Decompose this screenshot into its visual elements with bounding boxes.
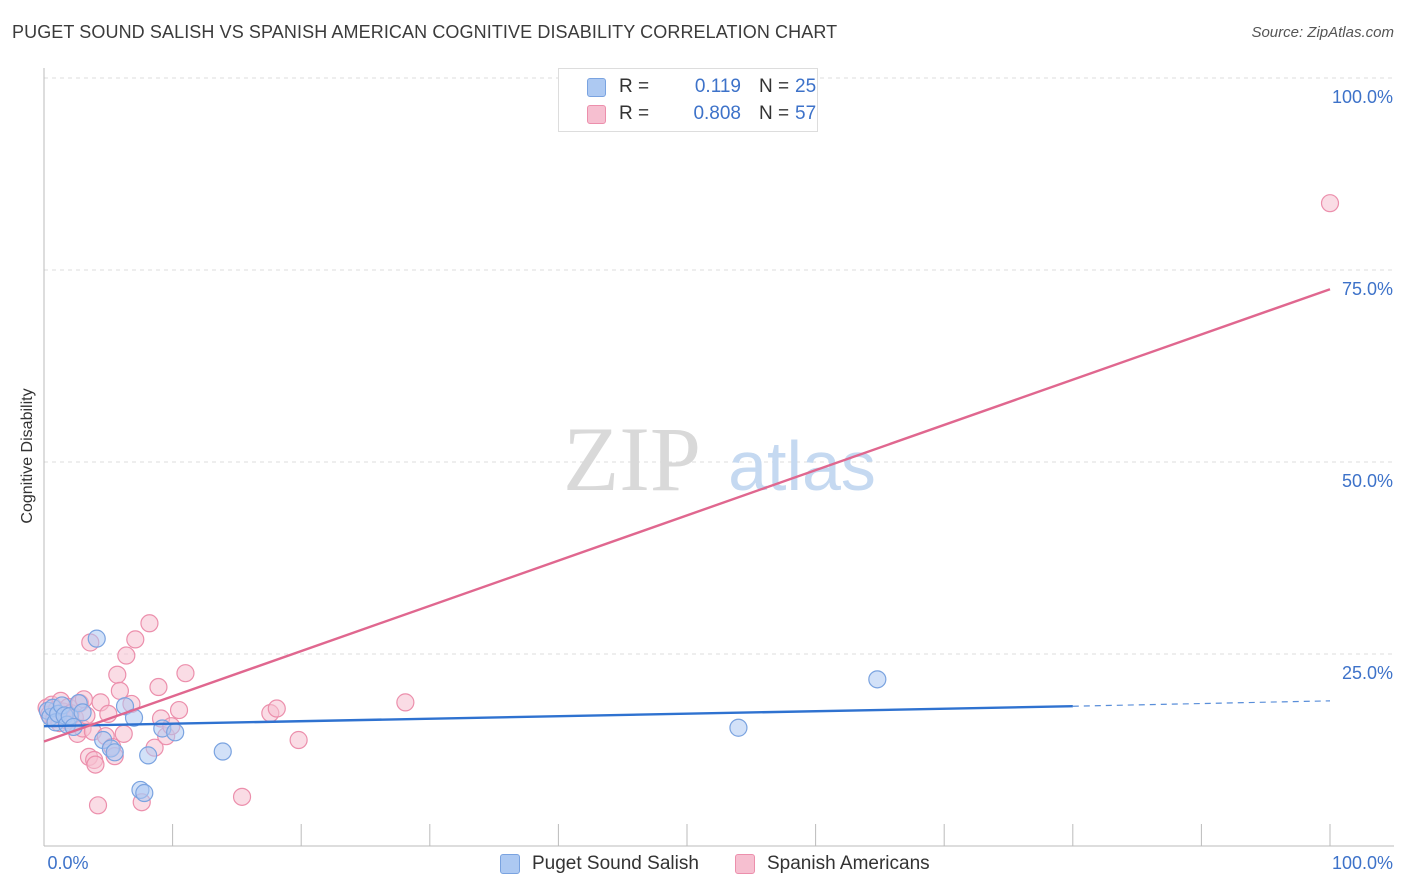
x-tick-label: 0.0% [47,853,88,873]
puget-point [135,783,154,803]
watermark: ZIP atlas [563,408,876,510]
puget-point [105,743,124,762]
trend-lines [43,288,1331,743]
x-tick-label: 100.0% [1332,853,1393,873]
puget-point [139,746,158,765]
r-label: R = [619,103,650,124]
spanish-point [396,693,415,712]
legend-label: Spanish Americans [767,853,930,874]
n-label: N = [759,76,790,97]
puget-point [213,742,232,761]
n-value: 57 [795,103,817,124]
n-label: N = [759,103,790,124]
spanish-point [114,724,133,743]
y-axis-label: Cognitive Disability [19,388,36,524]
puget-trend-line [43,705,1073,728]
spanish-point [232,787,252,806]
spanish-point [149,677,168,697]
puget-point [166,723,185,742]
y-tick-label: 25.0% [1342,663,1393,683]
legend-label: Puget Sound Salish [532,853,699,874]
spanish-trend-line [43,288,1331,743]
spanish-point [289,730,308,750]
puget-point [868,670,887,689]
tick-labels: 25.0% 50.0% 75.0% 100.0% 0.0% 100.0% [47,87,1393,873]
puget-point [73,703,92,722]
spanish-point [86,755,105,774]
chart-title: PUGET SOUND SALISH VS SPANISH AMERICAN C… [12,22,838,42]
puget-point [729,718,748,737]
spanish-point [88,796,108,815]
puget-swatch [500,854,520,874]
spanish-swatch [735,854,755,874]
puget-point [87,629,106,648]
spanish-point [117,646,136,665]
y-tick-label: 75.0% [1342,279,1393,299]
watermark-zip: ZIP [563,408,701,510]
y-tick-label: 100.0% [1332,87,1393,107]
spanish-point [176,664,195,683]
r-value: 0.808 [693,103,741,124]
spanish-point [140,614,159,633]
spanish-point [1320,194,1340,213]
r-value: 0.119 [694,76,741,97]
puget-trend-extension [1072,700,1331,707]
grid-lines [44,77,1394,655]
spanish-point [126,630,145,649]
puget-swatch [587,78,606,97]
source-note: Source: ZipAtlas.com [1251,24,1394,41]
n-value: 25 [795,76,817,97]
axes [43,68,1394,847]
y-tick-label: 50.0% [1342,471,1393,491]
spanish-point [108,665,127,684]
spanish-swatch [587,105,606,124]
spanish-point [267,699,286,718]
correlation-legend: R = 0.119 N = 25 R = 0.808 N = 57 [558,68,818,132]
spanish-point [169,700,189,720]
r-label: R = [619,76,650,97]
